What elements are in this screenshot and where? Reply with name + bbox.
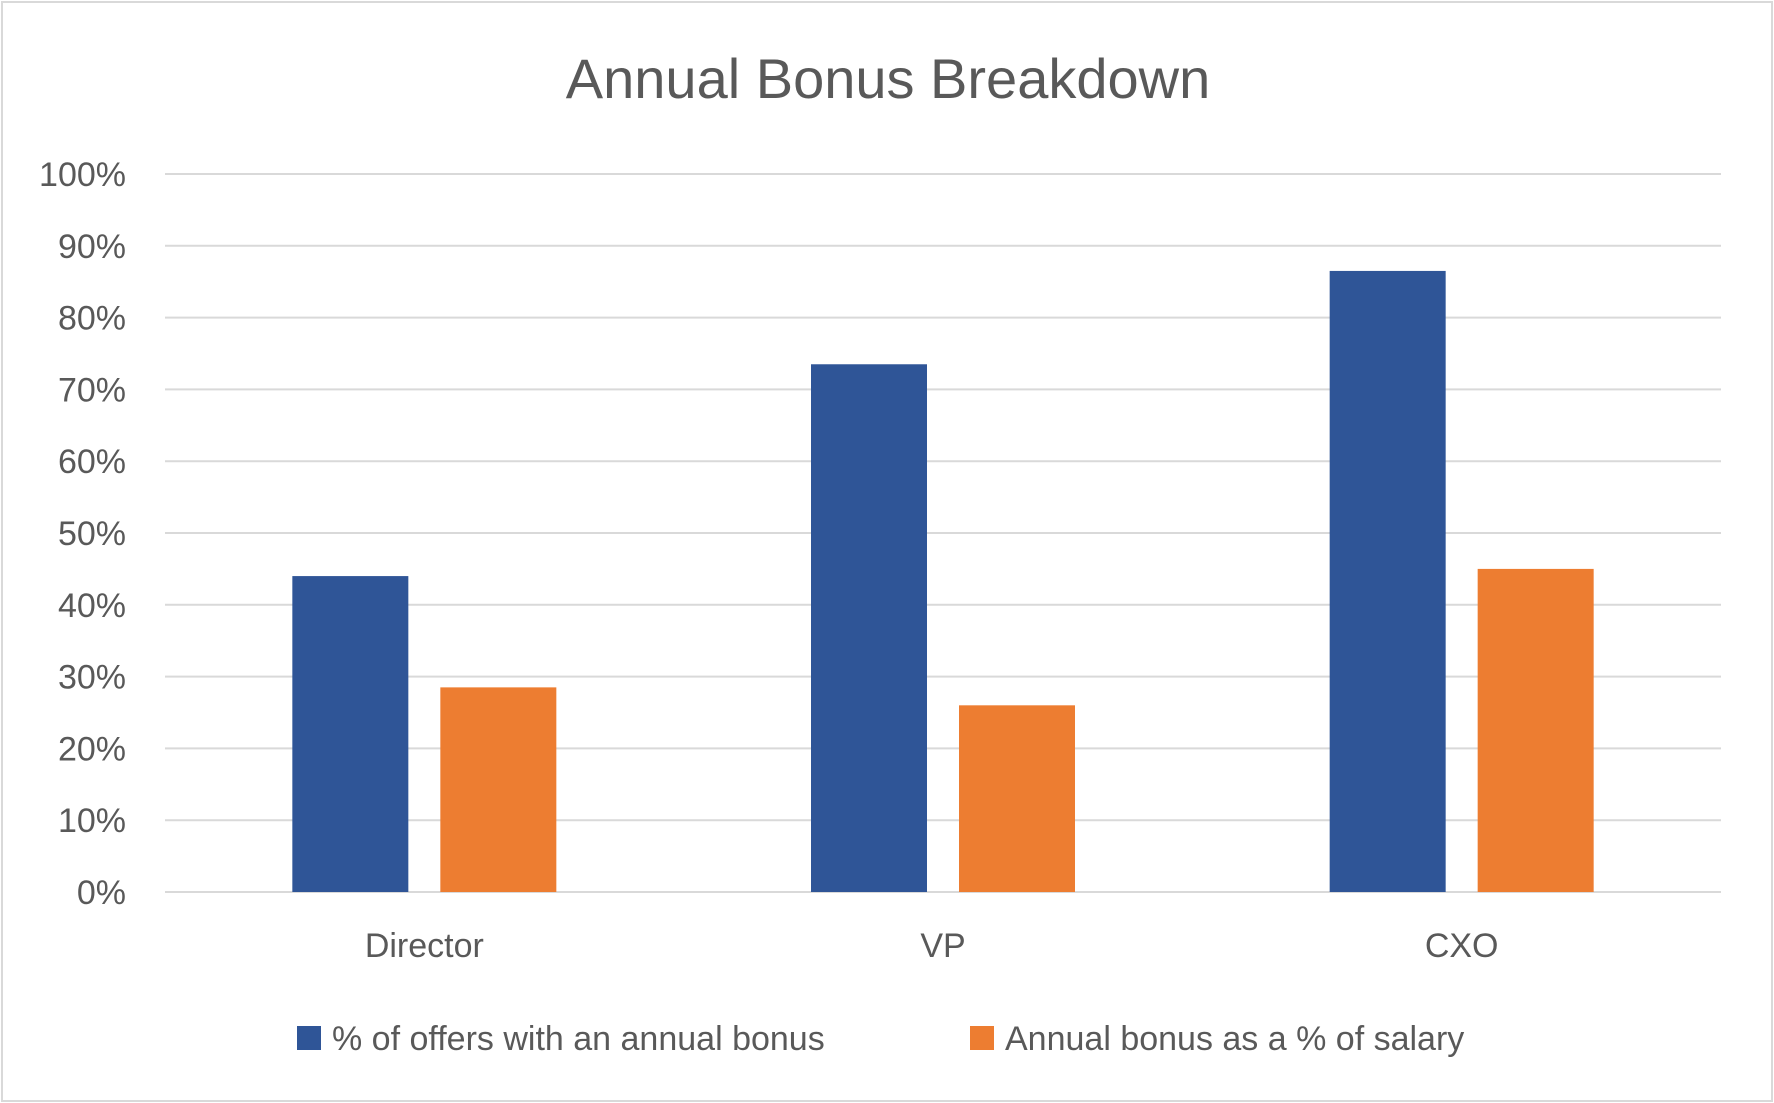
y-tick-label: 40% [58, 587, 126, 625]
x-category-label: CXO [1425, 927, 1499, 965]
y-tick-label: 50% [58, 515, 126, 553]
y-tick-label: 80% [58, 300, 126, 338]
legend-swatch [970, 1026, 994, 1050]
bars [292, 270, 1594, 892]
bar-vp-series-1 [811, 364, 927, 892]
legend: % of offers with an annual bonus Annual b… [297, 1020, 1464, 1058]
y-tick-label: 70% [58, 371, 126, 409]
bar-vp-series-2 [959, 705, 1075, 892]
y-tick-label: 90% [58, 228, 126, 266]
y-tick-label: 0% [77, 874, 126, 912]
bar-cxo-series-1 [1329, 270, 1446, 892]
bar-cxo-series-2 [1477, 568, 1594, 892]
bar-chart: Annual Bonus Breakdown 0% 10% 20% 30% 40% 50%… [39, 47, 1721, 1058]
chart-title: Annual Bonus Breakdown [566, 47, 1210, 110]
x-category-label: Director [365, 927, 484, 965]
y-tick-label: 30% [58, 659, 126, 697]
legend-swatch [297, 1026, 321, 1050]
legend-label: Annual bonus as a % of salary [1005, 1020, 1464, 1058]
y-axis-tick-labels: 0% 10% 20% 30% 40% 50% 60% 70% 80% 90% 100% [39, 156, 126, 912]
gridlines [165, 173, 1721, 893]
bar-director-series-1 [292, 576, 409, 892]
legend-label: % of offers with an annual bonus [332, 1020, 825, 1058]
y-tick-label: 100% [39, 156, 126, 194]
bar-director-series-2 [440, 687, 557, 892]
y-tick-label: 20% [58, 730, 126, 768]
y-tick-label: 60% [58, 443, 126, 481]
x-axis-category-labels: Director VP CXO [365, 927, 1499, 965]
x-category-label: VP [920, 927, 965, 965]
y-tick-label: 10% [58, 802, 126, 840]
